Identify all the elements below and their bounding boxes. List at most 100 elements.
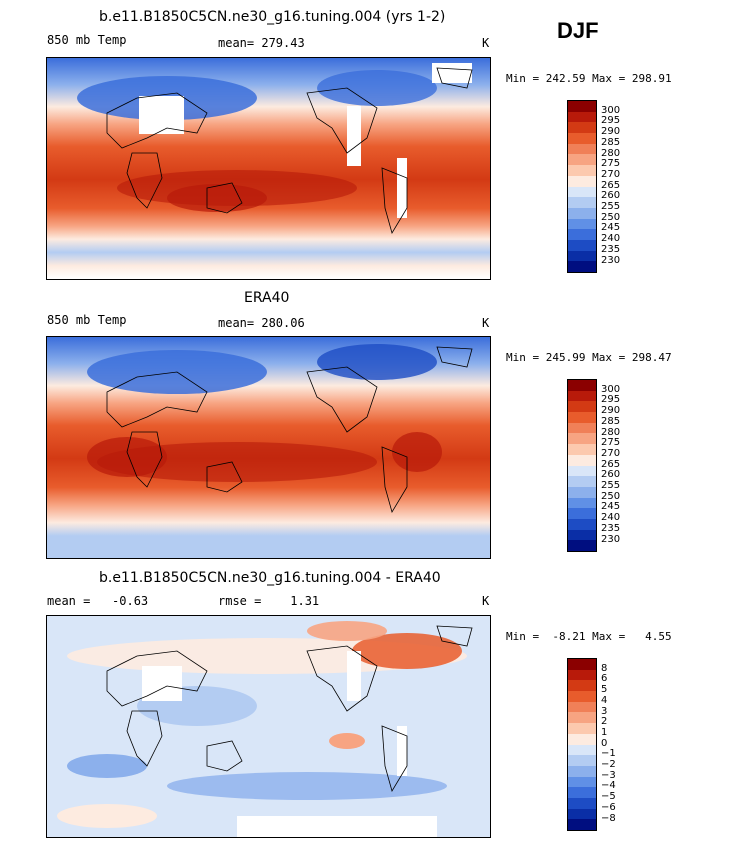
colorbar-label: 285 bbox=[601, 136, 621, 148]
panel-2-variable-label: 850 mb Temp bbox=[47, 313, 127, 327]
colorbar-label: 8 bbox=[601, 662, 608, 674]
colorbar-label: −6 bbox=[601, 801, 616, 813]
colorbar-label: 250 bbox=[601, 490, 621, 502]
colorbar-label: 285 bbox=[601, 415, 621, 427]
colorbar-swatch bbox=[568, 186, 596, 198]
colorbar-label: 255 bbox=[601, 201, 621, 212]
colorbar-label: 245 bbox=[601, 501, 621, 513]
colorbar-label: 240 bbox=[601, 512, 621, 524]
colorbar-swatch bbox=[568, 669, 596, 681]
colorbar-swatch bbox=[568, 165, 596, 176]
colorbar-label: 265 bbox=[601, 179, 621, 191]
panel-3-minmax: Min = -8.21 Max = 4.55 bbox=[506, 630, 672, 643]
panel-3-units-label: K bbox=[482, 594, 490, 608]
colorbar-swatch bbox=[568, 755, 596, 766]
colorbar-label: 235 bbox=[601, 522, 621, 534]
colorbar-label: 250 bbox=[601, 211, 621, 223]
colorbar-label: −8 bbox=[601, 812, 616, 824]
colorbar-swatch bbox=[568, 444, 596, 455]
panel-3-colorbar bbox=[567, 658, 597, 831]
colorbar-swatch bbox=[568, 744, 596, 756]
colorbar-label: 295 bbox=[601, 115, 621, 127]
colorbar-swatch bbox=[568, 476, 596, 487]
panel-3-title: b.e11.B1850C5CN.ne30_g16.tuning.004 - ER… bbox=[99, 570, 441, 586]
colorbar-swatch bbox=[568, 733, 596, 745]
colorbar-label: 265 bbox=[601, 458, 621, 470]
colorbar-label: 300 bbox=[601, 104, 621, 116]
colorbar-label: 275 bbox=[601, 158, 621, 170]
colorbar-swatch bbox=[568, 486, 596, 498]
colorbar-swatch bbox=[568, 261, 596, 272]
colorbar-swatch bbox=[568, 433, 596, 445]
colorbar-swatch bbox=[568, 133, 596, 144]
colorbar-label: 2 bbox=[601, 716, 608, 728]
colorbar-swatch bbox=[568, 691, 596, 702]
panel-3-rmse-label: rmse = 1.31 bbox=[218, 594, 320, 608]
colorbar-label: 270 bbox=[601, 168, 621, 180]
colorbar-label: 280 bbox=[601, 426, 621, 438]
colorbar-swatch bbox=[568, 712, 596, 724]
colorbar-label: 245 bbox=[601, 222, 621, 234]
colorbar-label: 295 bbox=[601, 394, 621, 406]
colorbar-swatch bbox=[568, 101, 596, 112]
colorbar-label: 3 bbox=[601, 705, 608, 717]
colorbar-swatch bbox=[568, 819, 596, 830]
colorbar-label: 5 bbox=[601, 684, 608, 696]
colorbar-swatch bbox=[568, 776, 596, 788]
colorbar-swatch bbox=[568, 529, 596, 541]
colorbar-swatch bbox=[568, 765, 596, 777]
colorbar-swatch bbox=[568, 197, 596, 208]
colorbar-swatch bbox=[568, 540, 596, 551]
colorbar-label: 255 bbox=[601, 480, 621, 491]
panel-1-variable-label: 850 mb Temp bbox=[47, 33, 127, 47]
colorbar-label: 260 bbox=[601, 190, 621, 202]
colorbar-swatch bbox=[568, 175, 596, 187]
panel-1-mean-label: mean= 279.43 bbox=[218, 36, 305, 50]
colorbar-swatch bbox=[568, 723, 596, 734]
panel-3-mean-label: mean = -0.63 bbox=[47, 594, 149, 608]
colorbar-swatch bbox=[568, 143, 596, 155]
colorbar-swatch bbox=[568, 701, 596, 713]
colorbar-swatch bbox=[568, 454, 596, 466]
colorbar-label: 260 bbox=[601, 469, 621, 481]
colorbar-label: −4 bbox=[601, 780, 616, 792]
colorbar-label: 230 bbox=[601, 254, 621, 266]
colorbar-swatch bbox=[568, 518, 596, 530]
colorbar-swatch bbox=[568, 154, 596, 166]
colorbar-swatch bbox=[568, 250, 596, 262]
colorbar-label: 270 bbox=[601, 447, 621, 459]
colorbar-label: 230 bbox=[601, 533, 621, 545]
panel-1-minmax: Min = 242.59 Max = 298.91 bbox=[506, 72, 672, 85]
colorbar-label: 275 bbox=[601, 437, 621, 449]
colorbar-swatch bbox=[568, 465, 596, 477]
colorbar-swatch bbox=[568, 207, 596, 219]
colorbar-swatch bbox=[568, 497, 596, 509]
panel-2-title: ERA40 bbox=[244, 290, 290, 306]
season-label: DJF bbox=[557, 18, 599, 43]
panel-3-map bbox=[46, 615, 491, 838]
colorbar-swatch bbox=[568, 797, 596, 809]
colorbar-label: −2 bbox=[601, 759, 616, 770]
colorbar-label: 6 bbox=[601, 673, 608, 685]
panel-2-minmax: Min = 245.99 Max = 298.47 bbox=[506, 351, 672, 364]
colorbar-swatch bbox=[568, 380, 596, 391]
colorbar-swatch bbox=[568, 111, 596, 123]
panel-2-map bbox=[46, 336, 491, 559]
colorbar-swatch bbox=[568, 229, 596, 240]
panel-2-mean-label: mean= 280.06 bbox=[218, 316, 305, 330]
colorbar-swatch bbox=[568, 122, 596, 134]
panel-1-units-label: K bbox=[482, 36, 490, 50]
colorbar-label: 0 bbox=[601, 737, 608, 749]
colorbar-swatch bbox=[568, 239, 596, 251]
colorbar-swatch bbox=[568, 787, 596, 798]
colorbar-label: 240 bbox=[601, 233, 621, 245]
colorbar-swatch bbox=[568, 422, 596, 434]
panel-1-colorbar bbox=[567, 100, 597, 273]
panel-1-map bbox=[46, 57, 491, 280]
colorbar-label: 1 bbox=[601, 726, 608, 738]
panel-2-colorbar bbox=[567, 379, 597, 552]
colorbar-label: −3 bbox=[601, 769, 616, 781]
colorbar-swatch bbox=[568, 808, 596, 820]
colorbar-label: 290 bbox=[601, 126, 621, 138]
colorbar-label: −5 bbox=[601, 791, 616, 803]
